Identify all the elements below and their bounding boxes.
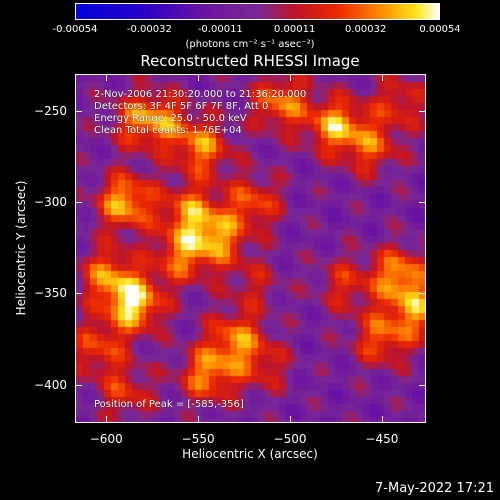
heatmap-image bbox=[76, 75, 425, 422]
x-axis-label: Heliocentric X (arcsec) bbox=[182, 447, 318, 461]
x-tick-label: −600 bbox=[89, 432, 123, 446]
colorbar-tick-labels: -0.00054 -0.00032 -0.00011 0.00011 0.00032 0.… bbox=[0, 25, 500, 39]
colorbar-tick-label: -0.00054 bbox=[52, 24, 98, 35]
x-tick-label: −550 bbox=[181, 432, 215, 446]
annotation-peak-position: Position of Peak = [-585,-356] bbox=[94, 399, 244, 410]
annotation-clean-counts: Clean Total counts: 1.76E+04 bbox=[94, 125, 242, 136]
colorbar-tick-label: -0.00011 bbox=[197, 24, 243, 35]
y-tick-label: −300 bbox=[34, 194, 67, 209]
colorbar-tick-label: 0.00054 bbox=[419, 24, 461, 35]
y-tick-label: −250 bbox=[34, 103, 67, 118]
chart-title: Reconstructed RHESSI Image bbox=[140, 52, 360, 70]
annotation-detectors: Detectors: 3F 4F 5F 6F 7F 8F, Att 0 bbox=[94, 101, 269, 112]
colorbar-tick-label: 0.00032 bbox=[344, 24, 387, 35]
timestamp: 7-May-2022 17:21 bbox=[375, 481, 494, 496]
x-tick-label: −500 bbox=[273, 432, 307, 446]
x-tick-label: −450 bbox=[365, 432, 399, 446]
annotation-time-range: 2-Nov-2006 21:30:20.000 to 21:36:20.000 bbox=[94, 89, 307, 100]
y-tick-label: −350 bbox=[34, 286, 67, 301]
colorbar-tick-label: 0.00011 bbox=[273, 24, 316, 35]
y-tick-label: −400 bbox=[34, 377, 67, 392]
plot-area: 2-Nov-2006 21:30:20.000 to 21:36:20.000 … bbox=[75, 74, 426, 423]
annotation-energy-range: Energy Range: 25.0 - 50.0 keV bbox=[94, 113, 247, 124]
colorbar bbox=[75, 3, 440, 20]
colorbar-units: (photons cm⁻² s⁻¹ asec⁻²) bbox=[185, 39, 315, 50]
y-axis-label: Heliocentric Y (arcsec) bbox=[14, 180, 28, 316]
colorbar-tick-label: -0.00032 bbox=[126, 24, 172, 35]
